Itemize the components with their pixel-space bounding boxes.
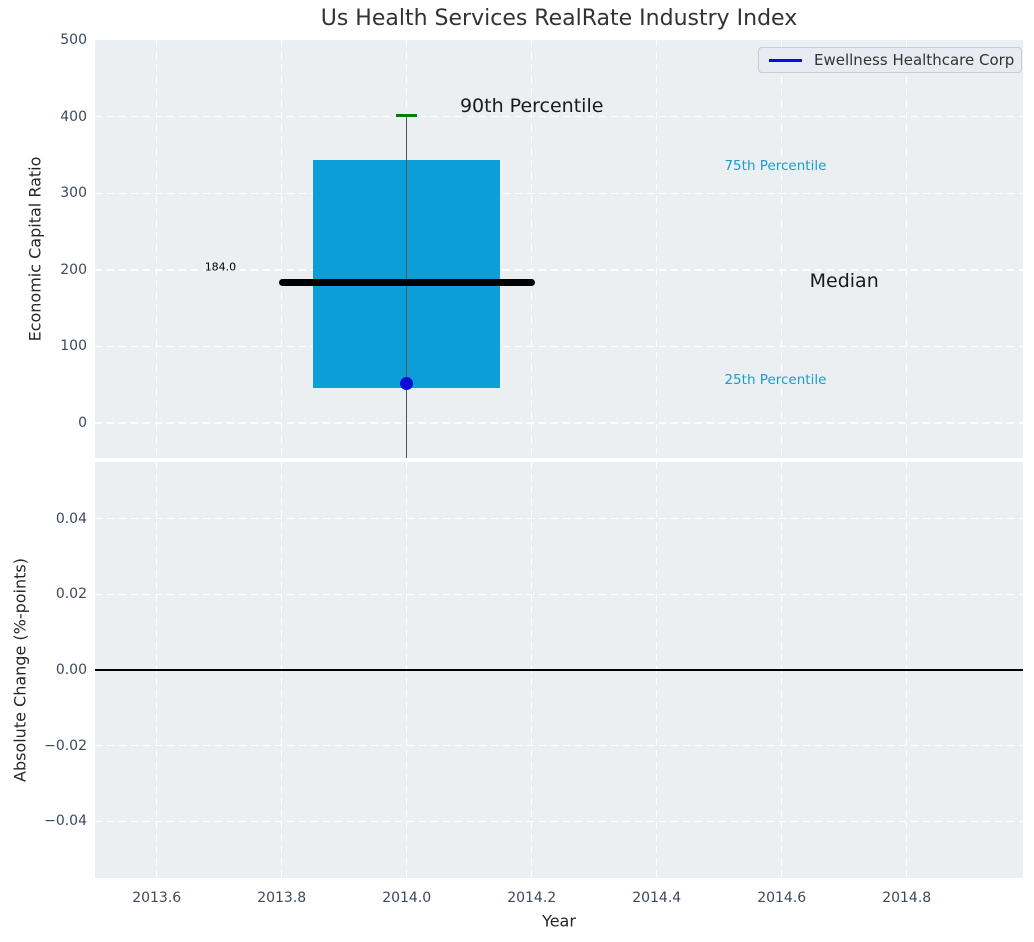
gridline-vertical: [531, 40, 533, 458]
gridline-vertical: [156, 40, 158, 458]
chart-title: Us Health Services RealRate Industry Ind…: [320, 6, 798, 31]
legend: Ewellness Healthcare Corp: [758, 47, 1022, 73]
gridline-horizontal: [95, 192, 1023, 195]
y-tick-label: 0.00: [55, 662, 87, 678]
y-tick-label: 500: [60, 32, 87, 49]
annotation-median: Median: [809, 270, 879, 293]
x-tick-label: 2013.8: [257, 890, 307, 906]
gridline-horizontal: [95, 269, 1023, 271]
gridline-horizontal: [95, 820, 1023, 822]
axes-bottom: [95, 462, 1023, 878]
annotation-75th-percentile: 75th Percentile: [724, 157, 827, 174]
x-tick-label: 2014.4: [632, 890, 682, 906]
gridline-vertical: [656, 40, 658, 458]
y-tick-label: −0.02: [44, 737, 87, 754]
ylabel-economic-capital-ratio: Economic Capital Ratio: [25, 156, 45, 342]
p90-marker: [396, 113, 418, 117]
y-tick-label: 0: [78, 415, 87, 431]
y-tick-label: 400: [60, 108, 87, 125]
gridline-horizontal: [95, 116, 1023, 118]
median-line: [278, 278, 535, 286]
annotation-90th-percentile: 90th Percentile: [459, 95, 604, 118]
legend-line-sample: [769, 58, 802, 62]
annotation-25th-percentile: 25th Percentile: [724, 372, 827, 389]
legend-label: Ewellness Healthcare Corp: [814, 51, 1015, 69]
gridline-horizontal: [95, 744, 1023, 747]
axes-top: 90th Percentile 75th Percentile Median 25th…: [95, 40, 1023, 458]
y-tick-label: 0.04: [55, 510, 87, 527]
x-tick-label: 2014.2: [507, 890, 557, 906]
annotation-184-0: 184.0: [204, 260, 237, 274]
gridline-horizontal: [95, 345, 1023, 348]
y-tick-label: 200: [60, 261, 87, 278]
ylabel-absolute-change: Absolute Change (%-points): [10, 558, 30, 782]
gridline-vertical: [781, 40, 783, 458]
y-tick-label: 300: [60, 185, 87, 202]
y-tick-label: 0.02: [55, 586, 87, 603]
gridline-horizontal: [95, 422, 1023, 424]
xlabel-year: Year: [542, 911, 576, 931]
gridline-vertical: [906, 40, 908, 458]
gridline-horizontal: [95, 518, 1023, 520]
zero-line: [95, 669, 1023, 671]
x-tick-label: 2013.6: [132, 890, 182, 906]
company-point: [400, 376, 414, 390]
whisker-line: [405, 115, 408, 458]
x-tick-label: 2014.8: [882, 890, 932, 906]
x-tick-label: 2014.6: [757, 890, 807, 906]
x-tick-label: 2014.0: [382, 890, 432, 906]
y-tick-label: 100: [60, 338, 87, 355]
gridline-horizontal: [95, 593, 1023, 596]
y-tick-label: −0.04: [44, 813, 87, 830]
gridline-vertical: [281, 40, 283, 458]
